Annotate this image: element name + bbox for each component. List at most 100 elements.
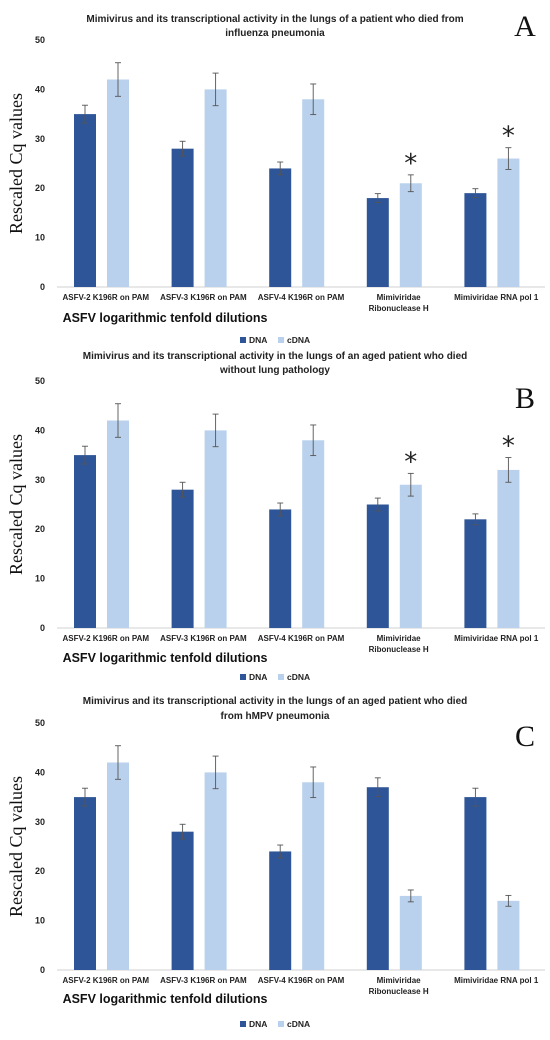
- x-axis-label: ASFV logarithmic tenfold dilutions: [63, 651, 268, 665]
- bar-cdna: [399, 183, 422, 287]
- chart-panel-a: Mimivirus and its transcriptional activi…: [6, 10, 545, 345]
- y-tick-label: 10: [35, 233, 45, 243]
- y-tick-label: 0: [40, 623, 45, 633]
- y-tick-label: 10: [35, 574, 45, 584]
- category-label: ASFV-2 K196R on PAM: [63, 634, 150, 643]
- y-tick-label: 20: [35, 524, 45, 534]
- category-label: Mimiviridae RNA pol 1: [454, 976, 539, 985]
- legend-label-cdna: cDNA: [287, 1019, 310, 1029]
- y-tick-label: 0: [40, 965, 45, 975]
- bar-dna: [74, 797, 96, 970]
- significance-asterisk: *: [404, 149, 417, 179]
- category-label: ASFV-2 K196R on PAM: [63, 976, 150, 985]
- bar-dna: [366, 504, 389, 628]
- significance-asterisk: *: [502, 122, 515, 152]
- bar-cdna: [399, 895, 422, 970]
- bar-dna: [74, 114, 96, 287]
- category-label: Mimiviridae: [377, 976, 422, 985]
- chart-title-line: from hMPV pneumonia: [221, 711, 330, 722]
- legend-label-cdna: cDNA: [287, 335, 310, 345]
- bar-dna: [74, 455, 96, 628]
- legend-swatch-cdna: [278, 1021, 284, 1027]
- bar-dna: [269, 168, 292, 287]
- legend-swatch-cdna: [278, 337, 284, 343]
- bar-cdna: [497, 469, 520, 628]
- y-tick-label: 50: [35, 35, 45, 45]
- bar-dna: [269, 851, 292, 970]
- y-tick-label: 30: [35, 475, 45, 485]
- bar-cdna: [204, 772, 227, 970]
- category-label: ASFV-4 K196R on PAM: [258, 293, 345, 302]
- legend-swatch-dna: [240, 1021, 246, 1027]
- y-tick-label: 10: [35, 916, 45, 926]
- category-label: Ribonuclease H: [369, 987, 429, 996]
- bar-dna: [464, 797, 487, 970]
- panel-letter: B: [515, 382, 535, 415]
- chart-title-line: without lung pathology: [219, 365, 330, 376]
- bar-cdna: [204, 430, 227, 628]
- y-tick-label: 50: [35, 376, 45, 386]
- bar-cdna: [497, 158, 520, 287]
- category-label: ASFV-2 K196R on PAM: [63, 293, 150, 302]
- bar-dna: [269, 509, 292, 628]
- bar-cdna: [302, 782, 325, 970]
- y-axis-label: Rescaled Cq values: [6, 776, 26, 917]
- category-label: ASFV-3 K196R on PAM: [160, 293, 247, 302]
- y-tick-label: 50: [35, 718, 45, 728]
- x-axis-label: ASFV logarithmic tenfold dilutions: [63, 992, 268, 1006]
- bar-dna: [171, 148, 194, 287]
- y-axis-label: Rescaled Cq values: [6, 93, 26, 234]
- chart-panel-b: Mimivirus and its transcriptional activi…: [6, 351, 545, 682]
- category-label: Mimiviridae: [377, 634, 422, 643]
- significance-asterisk: *: [404, 447, 417, 477]
- chart-title-line: Mimivirus and its transcriptional activi…: [83, 696, 468, 707]
- category-label: Ribonuclease H: [369, 304, 429, 313]
- significance-asterisk: *: [502, 432, 515, 462]
- bar-dna: [171, 831, 194, 970]
- y-tick-label: 40: [35, 425, 45, 435]
- y-tick-label: 30: [35, 817, 45, 827]
- bar-dna: [171, 489, 194, 628]
- category-label: Mimiviridae RNA pol 1: [454, 293, 539, 302]
- category-label: Mimiviridae RNA pol 1: [454, 634, 539, 643]
- x-axis-label: ASFV logarithmic tenfold dilutions: [63, 311, 268, 325]
- legend-label-dna: DNA: [249, 1019, 267, 1029]
- bar-dna: [464, 193, 487, 287]
- chart-panel-c: Mimivirus and its transcriptional activi…: [6, 696, 545, 1029]
- chart-title-line: Mimivirus and its transcriptional activi…: [83, 351, 468, 362]
- y-tick-label: 30: [35, 134, 45, 144]
- category-label: Ribonuclease H: [369, 645, 429, 654]
- bar-dna: [464, 519, 487, 628]
- bar-cdna: [399, 484, 422, 628]
- legend-label-cdna: cDNA: [287, 672, 310, 682]
- bar-cdna: [107, 420, 129, 628]
- legend-swatch-dna: [240, 674, 246, 680]
- category-label: Mimiviridae: [377, 293, 422, 302]
- legend-swatch-dna: [240, 337, 246, 343]
- bar-dna: [366, 198, 389, 287]
- y-tick-label: 0: [40, 282, 45, 292]
- legend-label-dna: DNA: [249, 335, 267, 345]
- y-tick-label: 20: [35, 183, 45, 193]
- category-label: ASFV-3 K196R on PAM: [160, 634, 247, 643]
- panel-letter: C: [515, 720, 535, 753]
- y-tick-label: 20: [35, 866, 45, 876]
- category-label: ASFV-4 K196R on PAM: [258, 634, 345, 643]
- bar-cdna: [107, 79, 129, 288]
- legend-swatch-cdna: [278, 674, 284, 680]
- y-tick-label: 40: [35, 84, 45, 94]
- bar-dna: [366, 787, 389, 970]
- category-label: ASFV-4 K196R on PAM: [258, 976, 345, 985]
- category-label: ASFV-3 K196R on PAM: [160, 976, 247, 985]
- legend-label-dna: DNA: [249, 672, 267, 682]
- chart-title-line: influenza pneumonia: [225, 28, 325, 39]
- bar-cdna: [302, 440, 325, 628]
- bar-cdna: [302, 99, 325, 287]
- chart-title-line: Mimivirus and its transcriptional activi…: [86, 14, 463, 25]
- bar-cdna: [107, 762, 129, 970]
- panel-letter: A: [514, 10, 536, 43]
- bar-cdna: [497, 900, 520, 970]
- y-axis-label: Rescaled Cq values: [6, 434, 26, 575]
- y-tick-label: 40: [35, 767, 45, 777]
